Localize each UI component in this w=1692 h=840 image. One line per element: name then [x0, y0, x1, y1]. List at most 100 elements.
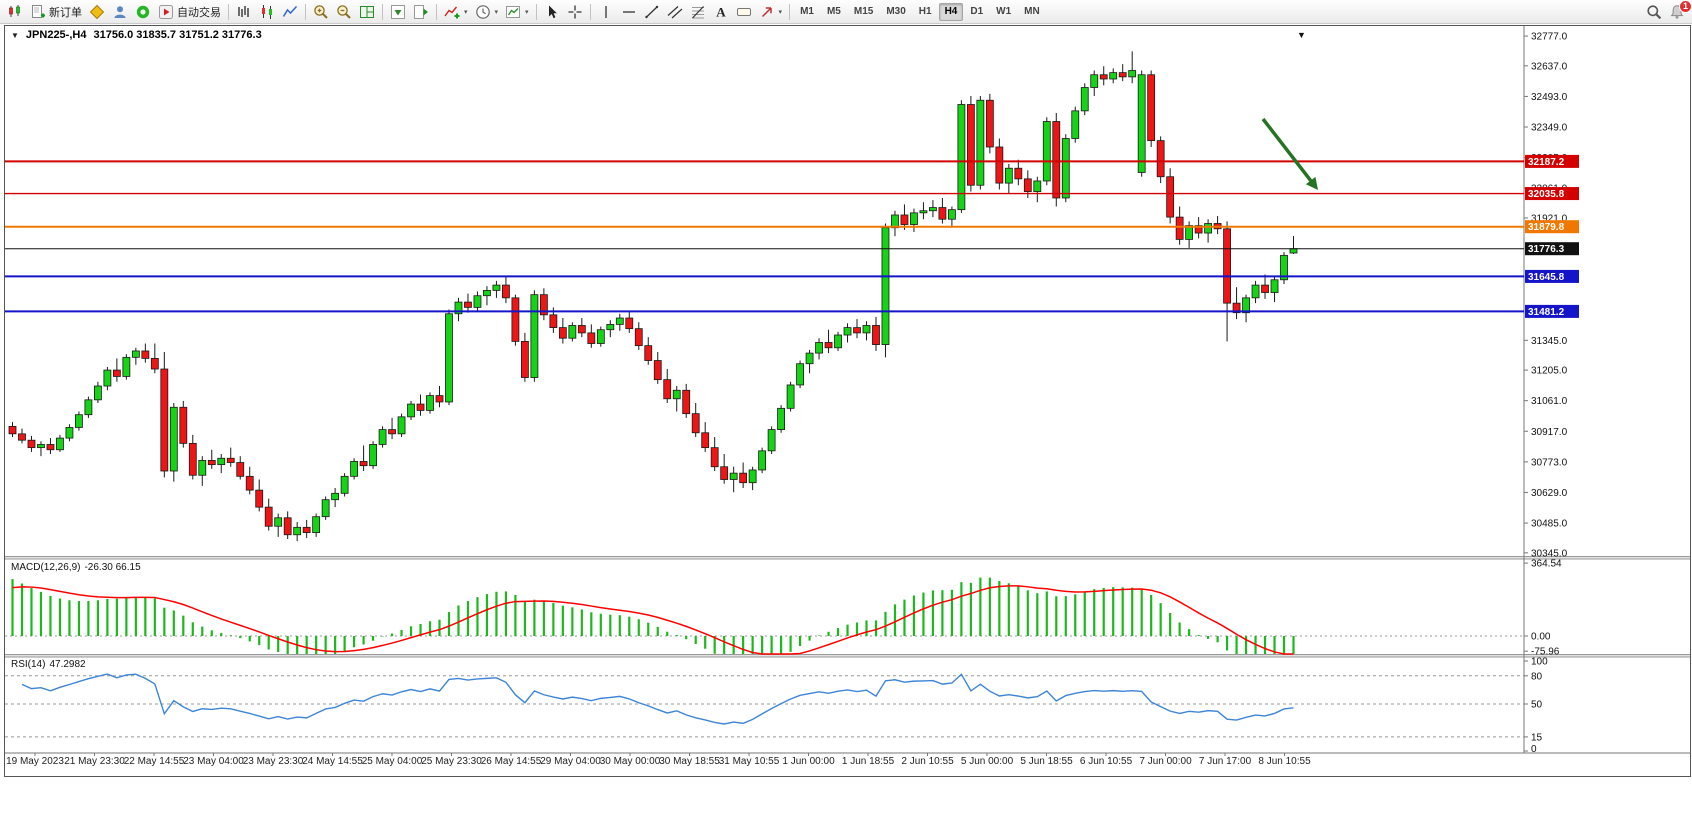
rsi-tick: 50: [1531, 700, 1543, 711]
time-tick: 24 May 14:55: [302, 756, 363, 767]
market-button[interactable]: [132, 2, 154, 22]
person-icon: [112, 4, 128, 20]
rsi-line: [21, 673, 1294, 725]
zoom-in-icon: [313, 4, 329, 20]
rsi-panel[interactable]: 100 80 50 150: [5, 657, 1548, 756]
time-tick: 19 May 2023: [6, 756, 64, 767]
chart-shift-marker: ▼: [1297, 30, 1306, 40]
line-chart-button[interactable]: [279, 2, 301, 22]
chart-shift-button[interactable]: [410, 2, 432, 22]
timeframe-w1-button[interactable]: W1: [996, 6, 1012, 17]
periods-button[interactable]: ▾: [472, 2, 502, 22]
timeframe-d1-button[interactable]: D1: [970, 6, 984, 17]
timeframe-m15-button[interactable]: M15: [853, 6, 874, 17]
vertical-line-button[interactable]: [595, 2, 617, 22]
toolbar-separator: [589, 3, 591, 20]
templates-button[interactable]: ▾: [502, 2, 532, 22]
toolbar-separator: [305, 3, 306, 20]
macd-indicator-label: MACD(12,26,9) -26.30 66.15: [11, 562, 141, 573]
time-tick: 1 Jun 00:00: [782, 756, 835, 767]
crosshair-button[interactable]: [564, 2, 586, 22]
trendline-button[interactable]: [641, 2, 663, 22]
price-tick: 32777.0: [1531, 32, 1568, 43]
template-icon: [505, 4, 521, 20]
community-button[interactable]: [109, 2, 131, 22]
timeframe-m5-button[interactable]: M5: [826, 6, 841, 17]
candlestick-chart-button[interactable]: [256, 2, 278, 22]
price-tick: 30917.0: [1531, 427, 1568, 438]
macd-values: -26.30 66.15: [84, 562, 141, 573]
text-button[interactable]: A: [710, 2, 732, 22]
chevron-down-icon: ▾: [525, 8, 529, 16]
chart-title: ▼ JPN225-,H4 31756.0 31835.7 31751.2 317…: [11, 29, 262, 41]
timeframe-m30-button[interactable]: M30: [886, 6, 906, 17]
svg-text:31776.3: 31776.3: [1528, 244, 1565, 255]
svg-text:32035.8: 32035.8: [1528, 189, 1565, 200]
horizontal-line-button[interactable]: [618, 2, 640, 22]
annotations-layer[interactable]: ▼: [1261, 30, 1318, 190]
time-tick: 23 May 23:30: [243, 756, 304, 767]
hlines-layer[interactable]: 32187.2 32035.8 31879.8 31776.3 31645.8 31481…: [5, 154, 1579, 318]
svg-text:31645.8: 31645.8: [1528, 272, 1565, 283]
price-tick: 32493.0: [1531, 92, 1568, 103]
indicators-button[interactable]: ▾: [441, 2, 471, 22]
channel-icon: [667, 4, 683, 20]
zoom-out-button[interactable]: [333, 2, 355, 22]
fibonacci-button[interactable]: [687, 2, 709, 22]
chart-ohlc-values: 31756.0 31835.7 31751.2 31776.3: [93, 29, 262, 41]
chart-window-button[interactable]: [4, 2, 26, 22]
timeframe-mn-button[interactable]: MN: [1024, 6, 1040, 17]
autoscroll-icon: [390, 4, 406, 20]
zoom-in-button[interactable]: [310, 2, 332, 22]
time-tick: 8 Jun 10:55: [1258, 756, 1311, 767]
new-order-button[interactable]: 新订单: [27, 2, 85, 22]
chart-canvas[interactable]: 32777.032637.032493.032349.032205.032061…: [5, 26, 1690, 776]
macd-tick: 0.00: [1531, 632, 1551, 643]
price-tick: 30773.0: [1531, 457, 1568, 468]
trendline-icon: [644, 4, 660, 20]
toolbar-separator: [789, 3, 791, 20]
svg-text:A: A: [716, 4, 726, 19]
time-tick: 30 May 00:00: [600, 756, 661, 767]
arrows-button[interactable]: ▾: [756, 2, 786, 22]
search-icon: [1646, 4, 1662, 20]
chevron-down-icon: ▾: [464, 8, 468, 16]
bar-chart-button[interactable]: [233, 2, 255, 22]
channel-button[interactable]: [664, 2, 686, 22]
time-tick: 5 Jun 00:00: [961, 756, 1014, 767]
zoom-out-icon: [336, 4, 352, 20]
one-click-trading-icon[interactable]: ▼: [11, 30, 19, 40]
macd-name: MACD(12,26,9): [11, 562, 81, 573]
time-tick: 7 Jun 00:00: [1139, 756, 1192, 767]
autoplay-icon: [158, 4, 174, 20]
auto-scroll-button[interactable]: [387, 2, 409, 22]
search-button[interactable]: [1643, 2, 1665, 22]
timeframe-h1-button[interactable]: H1: [918, 6, 932, 17]
macd-tick: -75.96: [1531, 647, 1560, 658]
time-tick: 5 Jun 18:55: [1020, 756, 1073, 767]
alerts-button[interactable]: 1: [1666, 0, 1692, 22]
metaquotes-button[interactable]: [86, 2, 108, 22]
autotrading-button[interactable]: 自动交易: [155, 2, 224, 22]
time-tick: 7 Jun 17:00: [1199, 756, 1252, 767]
timeframe-m1-button[interactable]: M1: [800, 6, 814, 17]
chart-window: 32777.032637.032493.032349.032205.032061…: [4, 25, 1691, 777]
new-order-icon: [30, 4, 46, 20]
price-tick: 31205.0: [1531, 366, 1568, 377]
tile-windows-button[interactable]: [356, 2, 378, 22]
vline-icon: [598, 4, 614, 20]
rsi-tick: 80: [1531, 671, 1543, 682]
chart-symbol-period: JPN225-,H4: [25, 29, 87, 41]
time-tick: 26 May 14:55: [481, 756, 542, 767]
timeframe-h4-button[interactable]: H4: [938, 2, 964, 21]
time-tick: 22 May 14:55: [124, 756, 185, 767]
label-button[interactable]: [733, 2, 755, 22]
macd-panel[interactable]: 364.54 0.00 -75.96: [5, 559, 1562, 658]
price-axis[interactable]: 32777.032637.032493.032349.032205.032061…: [1524, 32, 1568, 560]
price-tick: 32637.0: [1531, 61, 1568, 72]
chart-mini-icon: [7, 4, 23, 20]
crosshair-icon: [567, 4, 583, 20]
cursor-button[interactable]: [541, 2, 563, 22]
